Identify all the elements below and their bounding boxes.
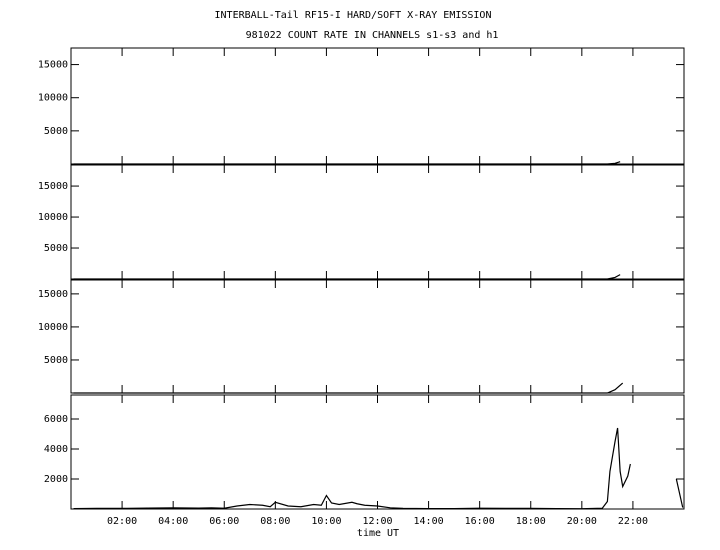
chart-title: INTERBALL-Tail RF15-I HARD/SOFT X-RAY EM… bbox=[215, 10, 492, 21]
x-tick-label: 12:00 bbox=[362, 516, 392, 527]
x-tick-label: 18:00 bbox=[516, 516, 546, 527]
x-tick-label: 22:00 bbox=[618, 516, 648, 527]
data-line bbox=[73, 427, 684, 510]
x-axis-label: time UT bbox=[357, 528, 399, 539]
data-line bbox=[73, 161, 621, 165]
y-tick-label: 5000 bbox=[44, 243, 68, 254]
data-line bbox=[73, 382, 624, 394]
y-tick-label: 10000 bbox=[38, 93, 68, 104]
x-tick-label: 10:00 bbox=[311, 516, 341, 527]
x-tick-label: 04:00 bbox=[158, 516, 188, 527]
y-tick-label: 4000 bbox=[44, 444, 68, 455]
y-tick-label: 5000 bbox=[44, 126, 68, 137]
y-tick-label: 5000 bbox=[44, 355, 68, 366]
y-tick-label: 10000 bbox=[38, 212, 68, 223]
y-tick-label: 6000 bbox=[44, 414, 68, 425]
x-tick-label: 20:00 bbox=[567, 516, 597, 527]
x-tick-label: 02:00 bbox=[107, 516, 137, 527]
x-tick-label: 08:00 bbox=[260, 516, 290, 527]
chart-subtitle: 981022 COUNT RATE IN CHANNELS s1-s3 and … bbox=[246, 30, 499, 41]
y-tick-label: 15000 bbox=[38, 60, 68, 71]
y-tick-label: 2000 bbox=[44, 474, 68, 485]
y-tick-label: 10000 bbox=[38, 322, 68, 333]
x-tick-label: 16:00 bbox=[465, 516, 495, 527]
x-tick-label: 14:00 bbox=[414, 516, 444, 527]
y-tick-label: 15000 bbox=[38, 289, 68, 300]
y-tick-label: 15000 bbox=[38, 181, 68, 192]
data-line bbox=[73, 274, 621, 280]
x-tick-label: 06:00 bbox=[209, 516, 239, 527]
